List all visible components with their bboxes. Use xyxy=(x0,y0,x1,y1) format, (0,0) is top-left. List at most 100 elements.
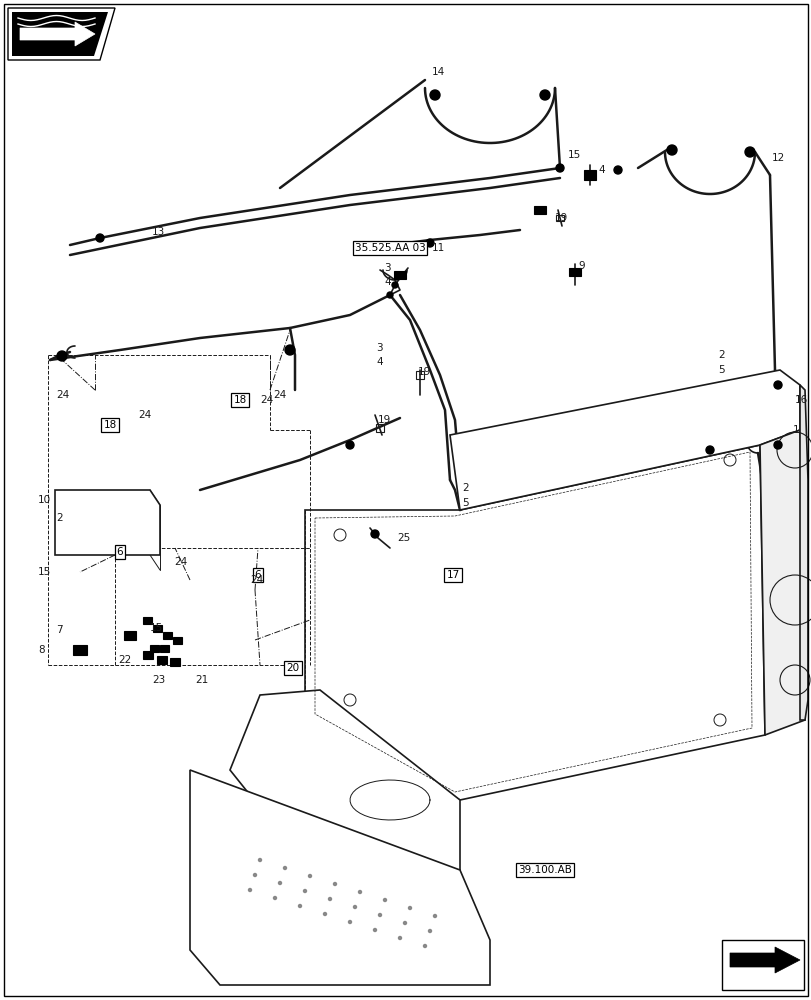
Circle shape xyxy=(744,147,754,157)
Bar xyxy=(157,656,167,664)
Text: 24: 24 xyxy=(260,395,273,405)
Circle shape xyxy=(387,292,393,298)
Circle shape xyxy=(705,446,713,454)
Text: 24: 24 xyxy=(250,575,263,585)
Bar xyxy=(161,645,169,652)
Circle shape xyxy=(383,898,386,902)
Circle shape xyxy=(328,898,331,900)
Text: 10: 10 xyxy=(38,495,51,505)
Text: 1: 1 xyxy=(792,425,799,435)
Circle shape xyxy=(303,890,306,892)
Polygon shape xyxy=(305,445,764,800)
Circle shape xyxy=(353,906,356,908)
Text: 35.525.AA 03: 35.525.AA 03 xyxy=(354,243,425,253)
Circle shape xyxy=(556,164,564,172)
Circle shape xyxy=(348,920,351,924)
Text: 9: 9 xyxy=(577,261,584,271)
Circle shape xyxy=(773,381,781,389)
Text: 22: 22 xyxy=(118,655,131,665)
Text: 19: 19 xyxy=(554,213,568,223)
Circle shape xyxy=(371,530,379,538)
Circle shape xyxy=(666,145,676,155)
Text: 3: 3 xyxy=(375,343,382,353)
Text: 24: 24 xyxy=(138,410,151,420)
Bar xyxy=(415,371,423,379)
Circle shape xyxy=(248,888,251,892)
Circle shape xyxy=(253,874,256,876)
Polygon shape xyxy=(20,22,95,46)
Polygon shape xyxy=(729,947,799,973)
Text: 21: 21 xyxy=(195,675,208,685)
Text: 15: 15 xyxy=(150,623,163,633)
Circle shape xyxy=(408,906,411,910)
Bar xyxy=(721,940,803,990)
Text: 4: 4 xyxy=(384,277,390,287)
Text: 2: 2 xyxy=(717,350,723,360)
Circle shape xyxy=(433,914,436,918)
Circle shape xyxy=(273,896,277,900)
Text: 4: 4 xyxy=(375,357,382,367)
Bar xyxy=(375,424,384,432)
Bar xyxy=(153,624,162,632)
Text: 12: 12 xyxy=(771,153,784,163)
Text: 4: 4 xyxy=(597,165,604,175)
Circle shape xyxy=(378,914,381,916)
Polygon shape xyxy=(230,690,460,870)
Polygon shape xyxy=(449,370,799,510)
Text: 19: 19 xyxy=(418,367,431,377)
Circle shape xyxy=(613,166,621,174)
Circle shape xyxy=(308,874,311,878)
Bar xyxy=(124,631,135,640)
Text: 19: 19 xyxy=(378,415,391,425)
Circle shape xyxy=(57,351,67,361)
Circle shape xyxy=(392,282,397,288)
Circle shape xyxy=(333,882,336,886)
Text: 15: 15 xyxy=(38,567,51,577)
Bar xyxy=(393,271,406,279)
Text: 16: 16 xyxy=(794,395,807,405)
Text: 11: 11 xyxy=(431,243,444,253)
Text: 2: 2 xyxy=(461,483,468,493)
Bar xyxy=(73,645,87,655)
Polygon shape xyxy=(759,430,804,735)
Polygon shape xyxy=(8,8,115,60)
Text: 7: 7 xyxy=(56,625,62,635)
Text: 24: 24 xyxy=(56,390,69,400)
Text: 6: 6 xyxy=(255,570,261,580)
Text: 18: 18 xyxy=(103,420,117,430)
Circle shape xyxy=(278,882,281,884)
Text: 18: 18 xyxy=(233,395,247,405)
Circle shape xyxy=(345,441,354,449)
Text: 24: 24 xyxy=(272,390,286,400)
Polygon shape xyxy=(12,12,108,56)
Text: 14: 14 xyxy=(431,67,444,77)
Text: 6: 6 xyxy=(117,547,123,557)
Circle shape xyxy=(773,441,781,449)
Polygon shape xyxy=(55,490,160,555)
Text: 39.100.AB: 39.100.AB xyxy=(517,865,571,875)
Circle shape xyxy=(323,912,326,916)
Text: 13: 13 xyxy=(152,227,165,237)
Bar xyxy=(569,268,581,276)
Text: 5: 5 xyxy=(717,365,723,375)
Circle shape xyxy=(358,890,361,894)
Circle shape xyxy=(426,239,433,247)
Bar xyxy=(534,206,545,214)
Text: 8: 8 xyxy=(38,645,45,655)
Text: 17: 17 xyxy=(446,570,459,580)
Bar xyxy=(150,645,159,652)
Text: 2: 2 xyxy=(56,513,62,523)
Circle shape xyxy=(96,234,104,242)
Text: 3: 3 xyxy=(384,263,390,273)
Circle shape xyxy=(403,922,406,924)
Circle shape xyxy=(373,928,376,932)
Circle shape xyxy=(423,944,426,948)
Bar xyxy=(163,632,172,639)
Circle shape xyxy=(285,345,294,355)
Polygon shape xyxy=(799,385,807,720)
Bar xyxy=(556,215,564,221)
Circle shape xyxy=(430,90,440,100)
Bar xyxy=(144,616,152,624)
Text: 15: 15 xyxy=(568,150,581,160)
Polygon shape xyxy=(190,770,489,985)
